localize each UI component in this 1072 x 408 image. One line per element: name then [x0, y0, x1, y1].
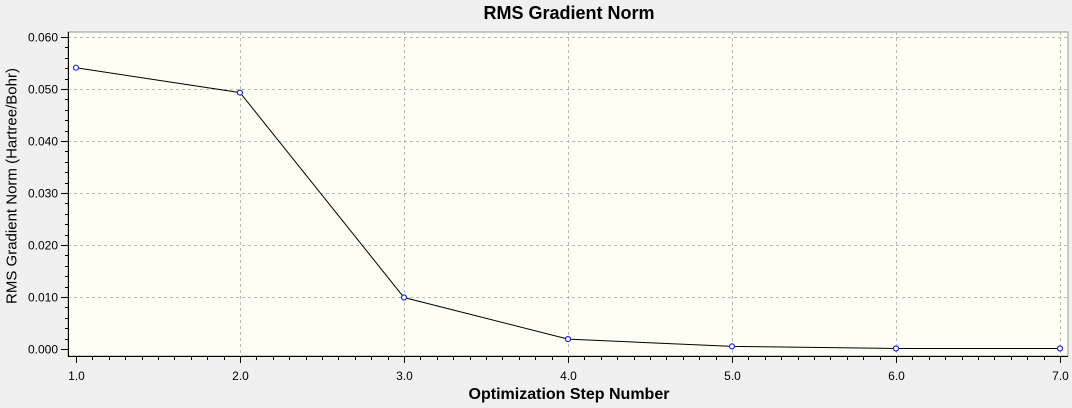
data-point	[1056, 345, 1064, 352]
x-tick-label: 3.0	[396, 369, 413, 383]
x-tick-label: 2.0	[232, 369, 249, 383]
y-tick-label: 0.030	[28, 187, 58, 201]
x-tick-label: 5.0	[724, 369, 741, 383]
chart-title: RMS Gradient Norm	[483, 3, 655, 23]
x-tick-label: 6.0	[888, 369, 905, 383]
data-point	[892, 345, 900, 352]
y-tick-label: 0.040	[28, 135, 58, 149]
data-point	[72, 64, 80, 71]
y-tick-label: 0.020	[28, 239, 58, 253]
x-axis-label: Optimization Step Number	[468, 386, 670, 403]
data-point	[564, 336, 572, 343]
data-point	[728, 343, 736, 350]
data-point	[236, 89, 244, 96]
y-tick-label: 0.000	[28, 343, 58, 357]
y-tick-label: 0.060	[28, 31, 58, 45]
y-tick-label: 0.010	[28, 291, 58, 305]
x-tick-label: 7.0	[1052, 369, 1069, 383]
data-point	[400, 294, 408, 301]
data-series	[72, 64, 1064, 352]
axes: 0.000 0.010 0.020 0.030 0.040 0.050 0.060 1.0 2.…	[28, 31, 1069, 384]
x-tick-label: 4.0	[560, 369, 577, 383]
y-tick-label: 0.050	[28, 83, 58, 97]
grid-lines	[68, 32, 1068, 356]
x-tick-label: 1.0	[68, 369, 85, 383]
